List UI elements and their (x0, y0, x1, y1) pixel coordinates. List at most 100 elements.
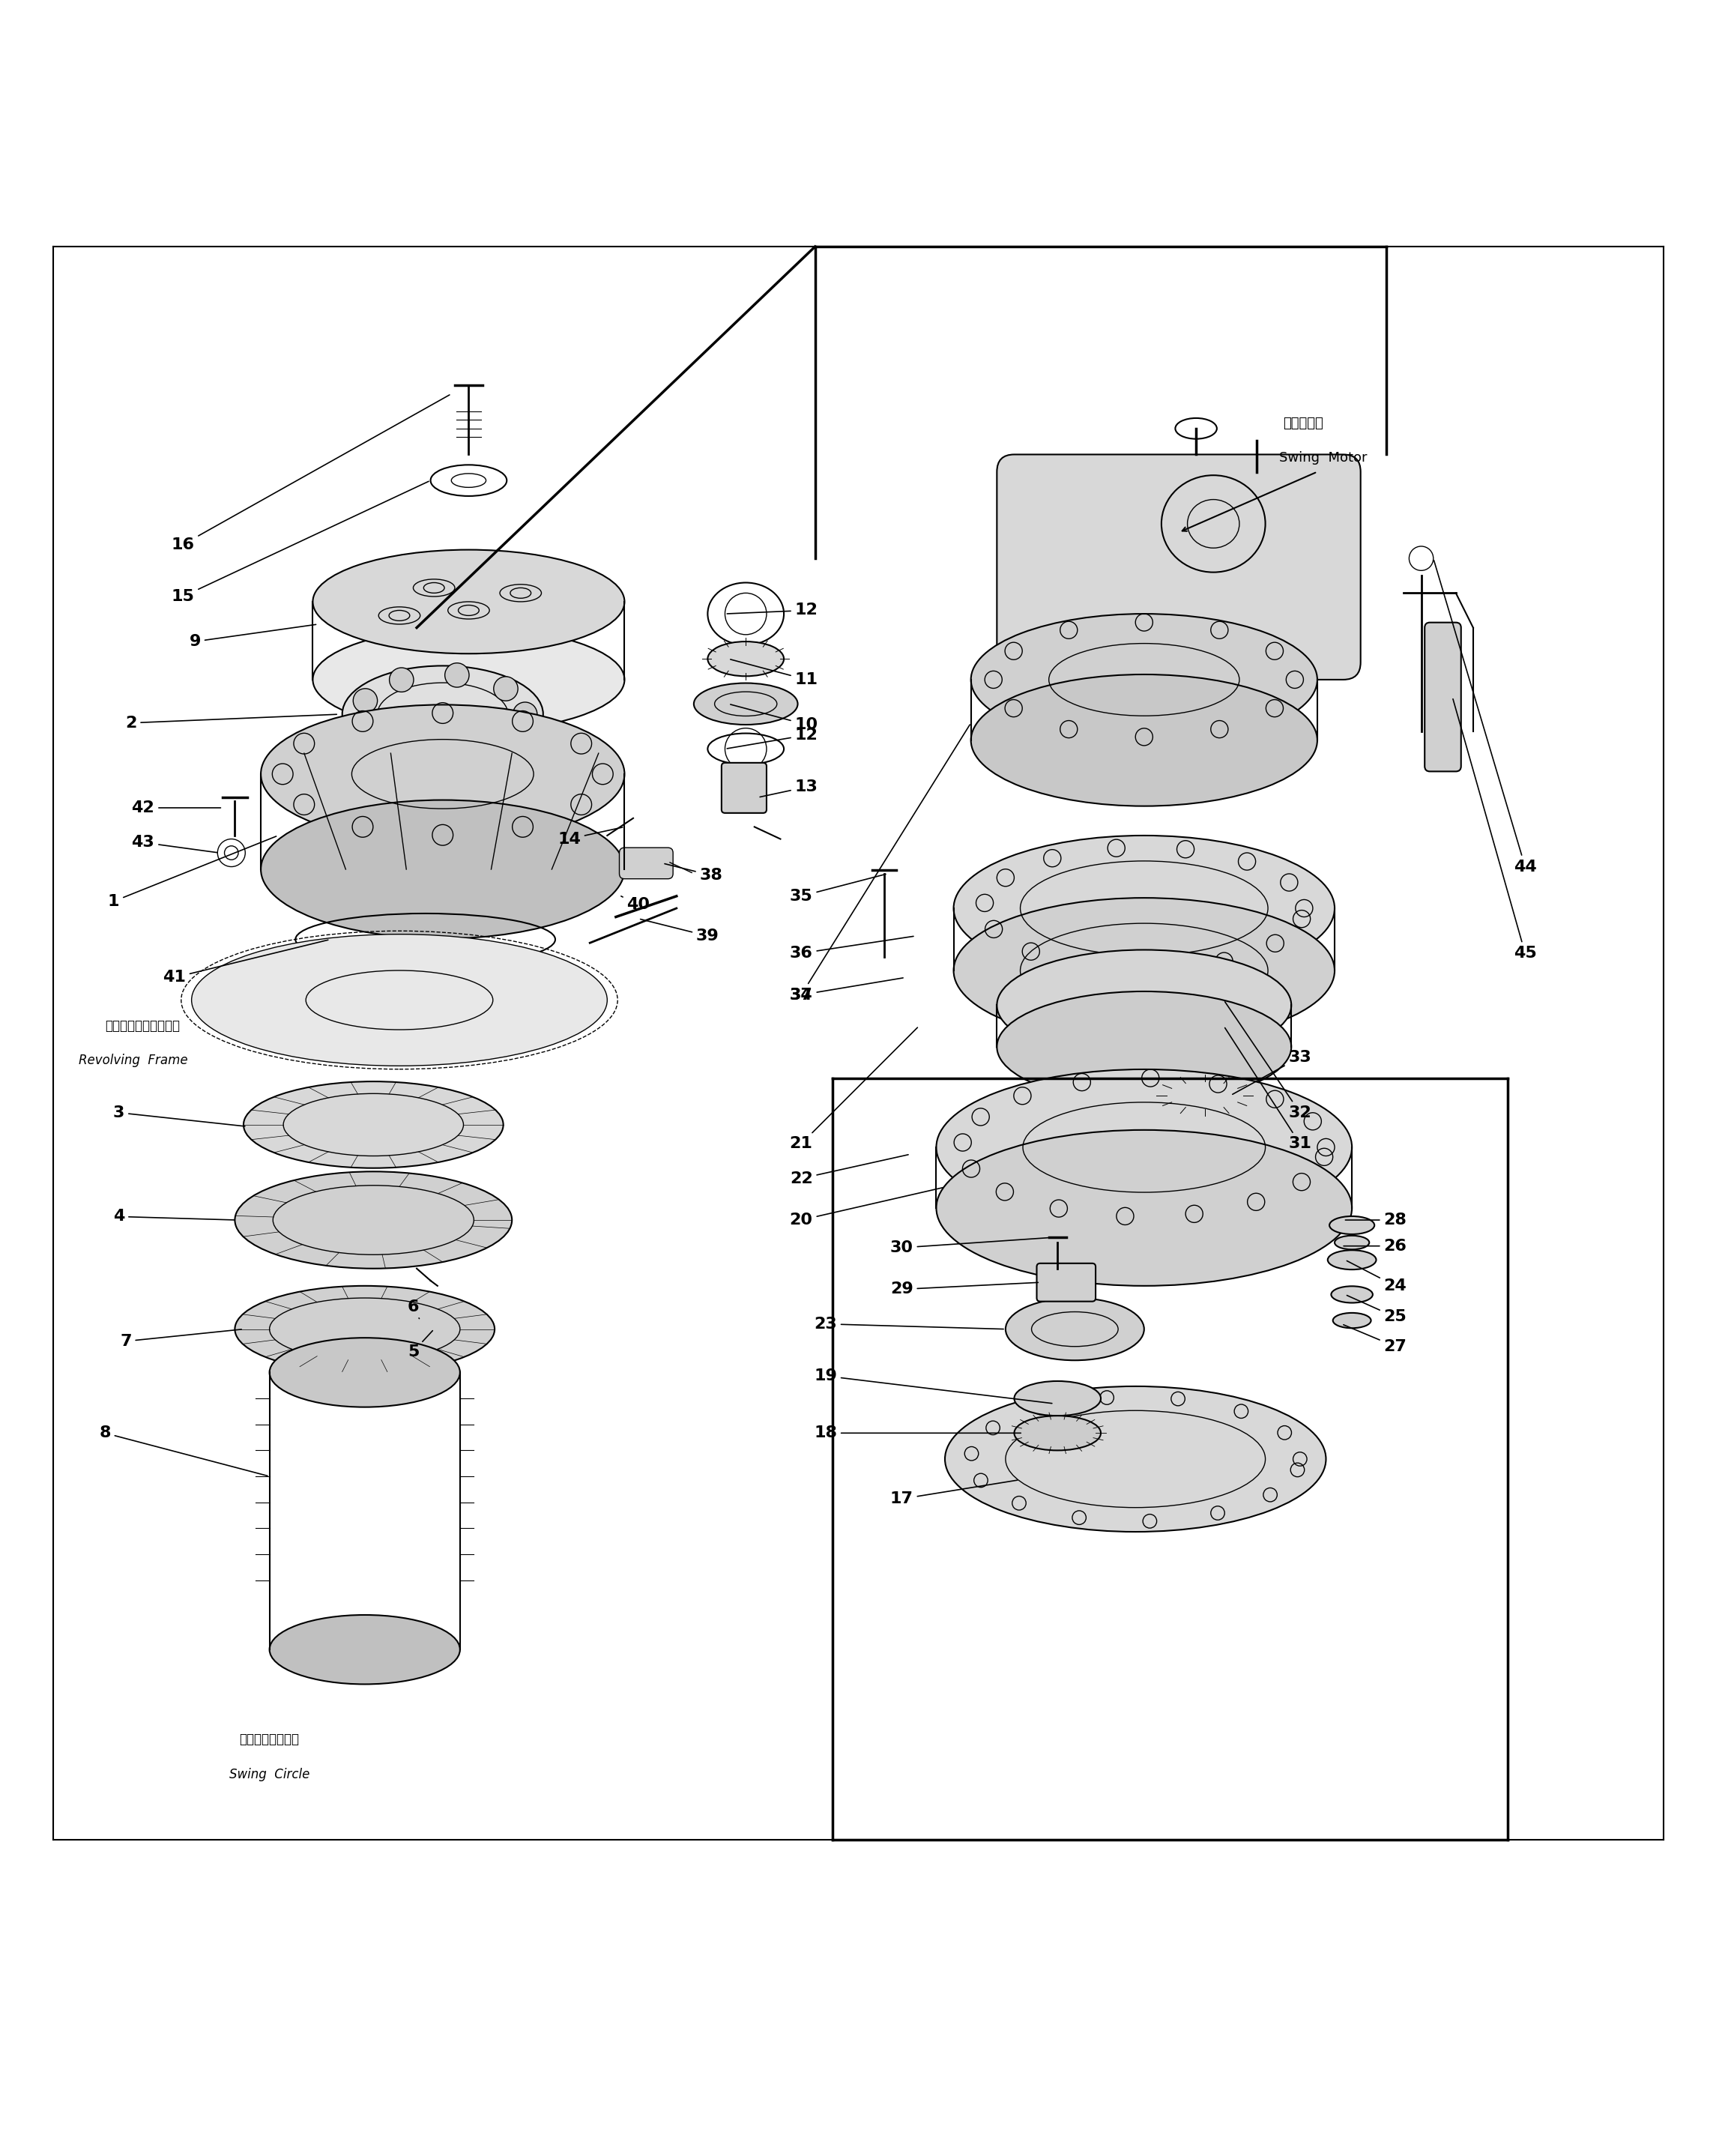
Text: 4: 4 (113, 1210, 234, 1225)
Text: 24: 24 (1347, 1261, 1406, 1294)
Text: 18: 18 (813, 1425, 1021, 1440)
Ellipse shape (191, 934, 607, 1065)
Text: 31: 31 (1224, 1028, 1311, 1151)
Text: 34: 34 (789, 724, 969, 1003)
Ellipse shape (1162, 1078, 1248, 1112)
Text: 3: 3 (113, 1106, 244, 1125)
Circle shape (390, 668, 414, 692)
Ellipse shape (1328, 1250, 1377, 1270)
Text: 8: 8 (99, 1425, 267, 1477)
Text: レボルビングフレーム: レボルビングフレーム (106, 1020, 180, 1033)
Ellipse shape (1332, 1287, 1373, 1302)
Text: 7: 7 (120, 1330, 241, 1350)
Ellipse shape (269, 1615, 460, 1684)
Text: Swing  Circle: Swing Circle (229, 1768, 310, 1781)
Text: 11: 11 (730, 660, 818, 688)
Text: 33: 33 (1233, 1050, 1311, 1095)
Ellipse shape (430, 466, 506, 496)
Text: 40: 40 (621, 897, 650, 912)
Text: 37: 37 (789, 979, 903, 1003)
Text: スイングサークル: スイングサークル (239, 1733, 300, 1746)
Ellipse shape (312, 627, 624, 731)
Text: 43: 43 (132, 834, 217, 852)
Text: Revolving  Frame: Revolving Frame (80, 1054, 187, 1067)
Text: 12: 12 (727, 727, 818, 748)
Ellipse shape (954, 897, 1335, 1044)
Ellipse shape (260, 800, 624, 938)
Ellipse shape (997, 951, 1292, 1061)
Text: 2: 2 (125, 714, 336, 731)
Ellipse shape (936, 1130, 1353, 1285)
Text: 22: 22 (789, 1156, 909, 1186)
Text: 16: 16 (172, 395, 449, 552)
Ellipse shape (269, 1339, 460, 1408)
Text: 21: 21 (789, 1028, 917, 1151)
Text: 13: 13 (759, 780, 818, 798)
Text: 39: 39 (640, 918, 720, 944)
Circle shape (494, 677, 518, 701)
Text: 28: 28 (1346, 1212, 1406, 1227)
Ellipse shape (971, 614, 1318, 746)
FancyBboxPatch shape (721, 763, 766, 813)
Ellipse shape (1330, 1216, 1375, 1233)
Text: 5: 5 (407, 1330, 432, 1358)
Ellipse shape (342, 666, 543, 763)
Text: 32: 32 (1224, 1003, 1311, 1121)
Ellipse shape (234, 1171, 512, 1268)
FancyBboxPatch shape (1425, 623, 1462, 772)
Text: Swing  Motor: Swing Motor (1280, 451, 1366, 466)
Circle shape (354, 716, 378, 740)
Text: 6: 6 (407, 1300, 420, 1319)
Text: 42: 42 (132, 800, 220, 815)
Text: 10: 10 (730, 705, 818, 733)
Ellipse shape (312, 550, 624, 653)
Text: 29: 29 (890, 1283, 1039, 1296)
FancyBboxPatch shape (1037, 1263, 1096, 1302)
Text: 38: 38 (664, 865, 723, 882)
Ellipse shape (1014, 1416, 1101, 1451)
FancyBboxPatch shape (997, 455, 1361, 679)
Text: 17: 17 (890, 1481, 1018, 1507)
Text: 25: 25 (1347, 1296, 1406, 1324)
Ellipse shape (954, 837, 1335, 981)
Circle shape (513, 703, 538, 727)
Circle shape (390, 737, 414, 761)
Text: 旋回モータ: 旋回モータ (1283, 416, 1323, 429)
Text: 30: 30 (890, 1238, 1053, 1255)
Text: 19: 19 (813, 1369, 1053, 1404)
Ellipse shape (936, 1069, 1353, 1225)
Text: 15: 15 (172, 481, 428, 604)
Text: 1: 1 (108, 837, 276, 910)
Ellipse shape (971, 675, 1318, 806)
Ellipse shape (1006, 1298, 1144, 1360)
Text: 12: 12 (727, 604, 818, 619)
Ellipse shape (694, 683, 798, 724)
Ellipse shape (707, 733, 784, 765)
FancyBboxPatch shape (619, 847, 673, 880)
Ellipse shape (707, 642, 784, 677)
Text: 27: 27 (1344, 1324, 1406, 1354)
Ellipse shape (243, 1082, 503, 1169)
Text: 36: 36 (789, 936, 914, 962)
Text: 14: 14 (558, 828, 623, 847)
Circle shape (446, 664, 470, 688)
Text: 35: 35 (789, 873, 886, 903)
Ellipse shape (1333, 1313, 1372, 1328)
Ellipse shape (260, 705, 624, 843)
Ellipse shape (945, 1386, 1327, 1531)
Ellipse shape (234, 1285, 494, 1373)
Text: 44: 44 (1434, 561, 1536, 873)
Ellipse shape (707, 582, 784, 645)
Ellipse shape (1335, 1235, 1370, 1250)
Text: 9: 9 (189, 625, 316, 649)
Circle shape (354, 688, 378, 714)
Ellipse shape (1014, 1382, 1101, 1416)
Circle shape (494, 729, 518, 752)
Text: 41: 41 (163, 940, 328, 985)
Ellipse shape (997, 992, 1292, 1102)
Circle shape (446, 742, 470, 765)
Text: 45: 45 (1453, 699, 1536, 962)
Text: 23: 23 (813, 1317, 1004, 1332)
Text: 20: 20 (789, 1188, 943, 1227)
Text: 26: 26 (1344, 1238, 1406, 1253)
